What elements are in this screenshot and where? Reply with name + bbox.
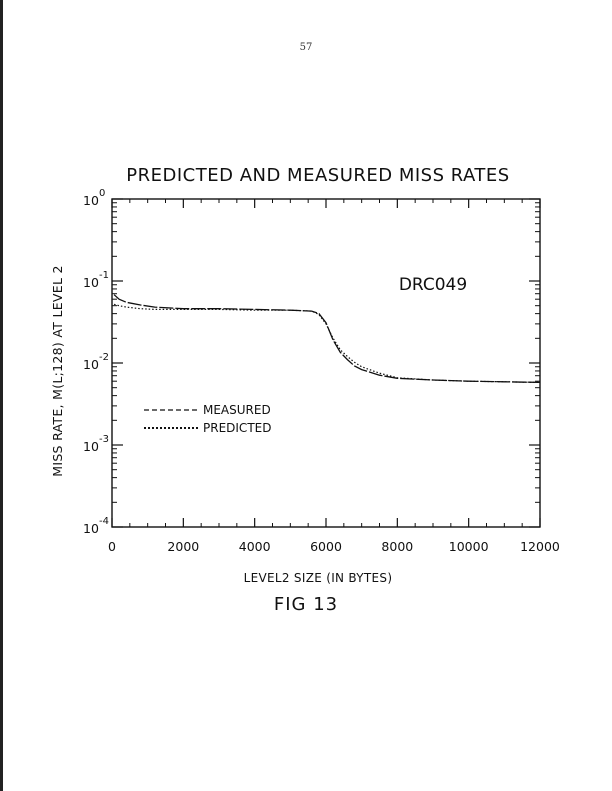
y-tick-label-base: 10 xyxy=(83,357,99,372)
y-tick-label-exponent: -2 xyxy=(99,352,109,363)
y-tick-label-exponent: 0 xyxy=(99,188,105,199)
x-tick-label: 10000 xyxy=(449,539,489,554)
y-tick-label-base: 10 xyxy=(83,439,99,454)
x-tick-label: 12000 xyxy=(520,539,560,554)
legend-label-predicted: PREDICTED xyxy=(203,421,271,435)
y-tick-label-exponent: -1 xyxy=(99,270,109,281)
series-line-measured xyxy=(113,294,541,384)
x-axis-ticks: 0 2000 4000 6000 8000 10000 12000 xyxy=(108,199,560,554)
x-axis-label: LEVEL2 SIZE (IN BYTES) xyxy=(244,571,393,585)
x-tick-label: 2000 xyxy=(167,539,199,554)
y-tick-label-base: 10 xyxy=(83,193,99,208)
y-tick-label-base: 10 xyxy=(83,521,99,536)
x-tick-label: 6000 xyxy=(310,539,342,554)
y-tick-label-base: 10 xyxy=(83,275,99,290)
plot-frame xyxy=(111,198,541,528)
page-number: 57 xyxy=(299,42,313,53)
dataset-annotation: DRC049 xyxy=(399,275,467,295)
legend: MEASURED PREDICTED xyxy=(144,403,271,435)
legend-label-measured: MEASURED xyxy=(203,403,271,417)
figure-caption: FIG 13 xyxy=(273,594,339,615)
x-tick-label: 4000 xyxy=(239,539,271,554)
y-tick-label-exponent: -4 xyxy=(99,516,109,527)
y-axis-label: MISS RATE, M(L;128) AT LEVEL 2 xyxy=(50,265,65,477)
axis-minor-ticks xyxy=(112,199,540,527)
series-line-predicted xyxy=(113,303,541,383)
y-tick-label-exponent: -3 xyxy=(99,434,109,445)
x-tick-label: 0 xyxy=(108,539,116,554)
page-edge-rule xyxy=(0,0,3,791)
x-tick-label: 8000 xyxy=(381,539,413,554)
chart-title: PREDICTED AND MEASURED MISS RATES xyxy=(126,165,509,186)
